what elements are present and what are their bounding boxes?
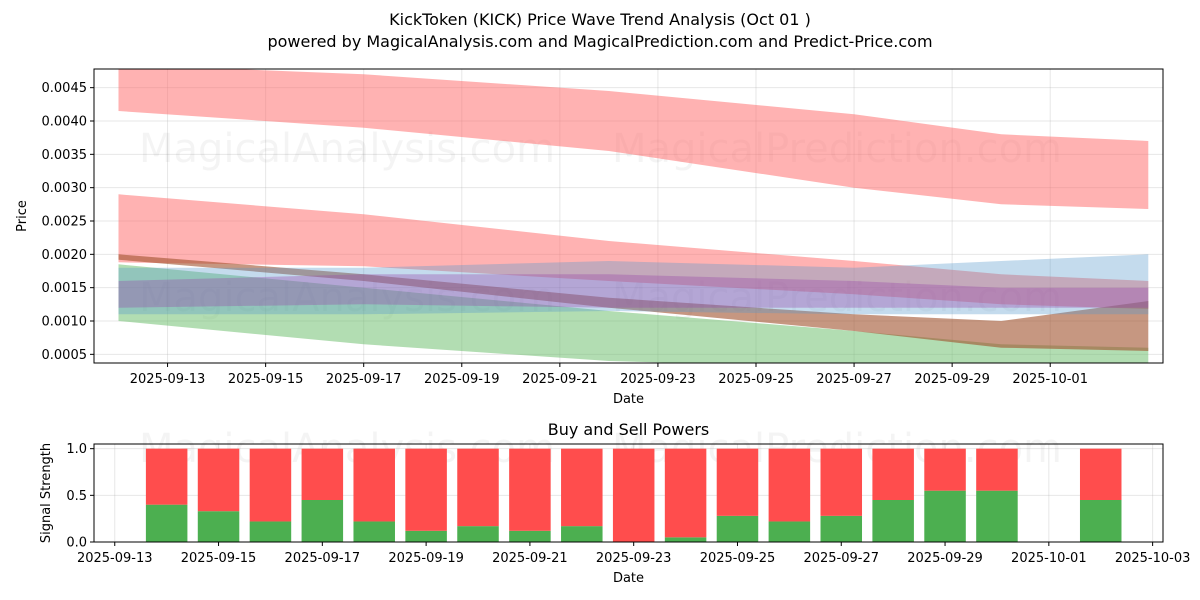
y-tick-label: 0.0045 bbox=[42, 81, 88, 96]
x-tick-label: 2025-09-21 bbox=[522, 372, 598, 387]
buy-bar bbox=[872, 500, 914, 542]
x-tick-label: 2025-09-17 bbox=[285, 551, 361, 566]
y-tick-label: 0.0030 bbox=[42, 181, 88, 196]
y-tick-label: 0.0015 bbox=[42, 281, 88, 296]
price-band bbox=[118, 69, 1149, 209]
x-tick-label: 2025-09-29 bbox=[907, 551, 983, 566]
buy-bar bbox=[976, 490, 1018, 542]
sell-bar bbox=[405, 448, 447, 531]
price-band bbox=[118, 254, 1149, 351]
price-band bbox=[118, 254, 1149, 315]
buy-sell-powers-plot: Buy and Sell PowersMagicalAnalysis.comMa… bbox=[39, 420, 1190, 586]
y-tick-label: 0.0005 bbox=[42, 348, 88, 363]
sell-bar bbox=[716, 448, 759, 516]
y-tick-label: 1.0 bbox=[66, 442, 87, 457]
bottom-chart-title: Buy and Sell Powers bbox=[548, 420, 710, 439]
y-tick-label: 0.0035 bbox=[42, 148, 88, 163]
buy-bar bbox=[197, 511, 240, 542]
x-axis-label: Date bbox=[613, 571, 644, 586]
y-tick-label: 0.0025 bbox=[42, 215, 88, 230]
x-tick-label: 2025-10-01 bbox=[1011, 551, 1087, 566]
price-wave-plot: MagicalAnalysis.comMagicalPrediction.com… bbox=[15, 68, 1164, 407]
x-tick-label: 2025-09-23 bbox=[620, 372, 696, 387]
sell-bar bbox=[145, 448, 188, 505]
buy-bar bbox=[509, 530, 551, 542]
x-tick-label: 2025-09-25 bbox=[700, 551, 776, 566]
sell-bar bbox=[820, 448, 863, 516]
buy-bar bbox=[768, 521, 811, 542]
y-tick-label: 0.0010 bbox=[42, 315, 88, 330]
x-tick-label: 2025-10-01 bbox=[1012, 372, 1088, 387]
x-tick-label: 2025-09-17 bbox=[326, 372, 402, 387]
x-axis-label: Date bbox=[613, 392, 644, 407]
x-tick-label: 2025-09-21 bbox=[492, 551, 568, 566]
sell-bar bbox=[509, 448, 551, 531]
sell-bar bbox=[872, 448, 914, 500]
x-tick-label: 2025-09-27 bbox=[816, 372, 892, 387]
chart-subtitle: powered by MagicalAnalysis.com and Magic… bbox=[267, 32, 932, 51]
sell-bar bbox=[976, 448, 1018, 491]
sell-bar bbox=[924, 448, 966, 491]
x-tick-label: 2025-09-25 bbox=[718, 372, 794, 387]
buy-bar bbox=[820, 515, 863, 542]
price-band bbox=[118, 194, 1149, 309]
sell-bar bbox=[664, 448, 707, 538]
buy-bar bbox=[249, 521, 292, 542]
buy-bar bbox=[145, 504, 188, 542]
x-tick-label: 2025-09-13 bbox=[77, 551, 153, 566]
x-tick-label: 2025-10-03 bbox=[1115, 551, 1191, 566]
buy-bar bbox=[664, 537, 707, 542]
sell-bar bbox=[612, 448, 655, 542]
x-tick-label: 2025-09-27 bbox=[803, 551, 879, 566]
buy-bar bbox=[301, 500, 344, 542]
x-tick-label: 2025-09-15 bbox=[181, 551, 257, 566]
x-tick-label: 2025-09-19 bbox=[424, 372, 500, 387]
x-tick-label: 2025-09-13 bbox=[130, 372, 206, 387]
sell-bar bbox=[197, 448, 240, 512]
plot-frame bbox=[93, 68, 1164, 364]
y-tick-label: 0.5 bbox=[66, 489, 87, 504]
sell-bar bbox=[457, 448, 499, 527]
y-tick-label: 0.0020 bbox=[42, 248, 88, 263]
chart-title: KickToken (KICK) Price Wave Trend Analys… bbox=[389, 10, 811, 29]
sell-bar bbox=[249, 448, 292, 522]
y-tick-label: 0.0040 bbox=[42, 115, 88, 130]
buy-bar bbox=[716, 515, 759, 542]
price-band bbox=[118, 264, 1149, 363]
sell-bar bbox=[301, 448, 344, 500]
buy-bar bbox=[457, 526, 499, 542]
wave-bands bbox=[118, 69, 1149, 363]
sell-bar bbox=[768, 448, 811, 522]
plot-frame bbox=[93, 443, 1164, 543]
sell-bar bbox=[353, 448, 395, 522]
y-axis-label: Price bbox=[15, 200, 30, 232]
x-tick-label: 2025-09-23 bbox=[596, 551, 672, 566]
y-axis-label: Signal Strength bbox=[39, 443, 54, 543]
buy-bar bbox=[561, 526, 603, 542]
sell-bar bbox=[561, 448, 603, 527]
buy-bar bbox=[353, 521, 395, 542]
x-tick-label: 2025-09-15 bbox=[228, 372, 304, 387]
y-tick-label: 0.0 bbox=[66, 536, 87, 551]
x-tick-label: 2025-09-29 bbox=[914, 372, 990, 387]
x-tick-label: 2025-09-19 bbox=[388, 551, 464, 566]
price-band bbox=[118, 274, 1149, 308]
buy-bar bbox=[924, 490, 966, 542]
buy-bar bbox=[405, 530, 447, 542]
sell-bar bbox=[1079, 448, 1122, 500]
buy-bar bbox=[1079, 500, 1122, 542]
